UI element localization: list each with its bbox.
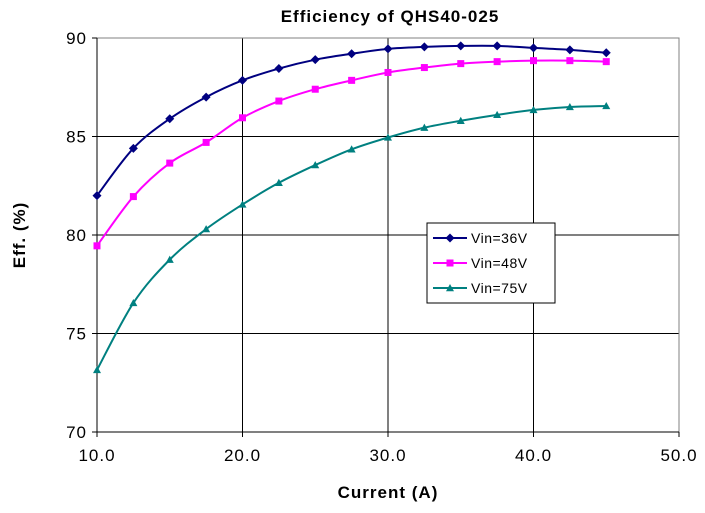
y-tick-label: 70 [66, 423, 87, 442]
data-point [529, 43, 538, 53]
data-point [275, 97, 283, 105]
data-point [93, 242, 101, 250]
data-point [456, 41, 466, 51]
data-point [274, 64, 284, 74]
data-point [202, 138, 210, 146]
x-tick-label: 40.0 [515, 446, 552, 465]
data-point [202, 225, 211, 233]
data-point [239, 114, 246, 122]
y-tick-label: 90 [66, 29, 87, 48]
legend-item-vin-36v: Vin=36V [433, 230, 528, 246]
legend-item-vin-48v: Vin=48V [433, 255, 528, 271]
x-tick-label: 30.0 [369, 446, 406, 465]
legend-item-vin-75v: Vin=75V [433, 280, 528, 296]
legend: Vin=36V Vin=48V Vin=75V [426, 222, 556, 304]
series-vin-75v [93, 101, 611, 374]
axes: 70 75 80 85 90 10.0 20.0 30.0 40.0 50.0 [66, 29, 697, 465]
legend-label: Vin=36V [471, 230, 528, 246]
series-vin-48v [93, 57, 610, 250]
data-point [383, 44, 393, 54]
data-point [128, 143, 138, 153]
data-point [420, 123, 429, 131]
x-tick-label: 10.0 [78, 446, 115, 465]
data-point [493, 58, 501, 66]
data-point [602, 58, 610, 66]
data-point [565, 45, 575, 55]
data-point [238, 75, 247, 85]
data-point [347, 145, 356, 153]
data-point [93, 365, 101, 374]
data-point [530, 57, 537, 65]
data-point [566, 57, 574, 65]
data-point [457, 60, 465, 68]
data-point [310, 55, 320, 65]
data-point [565, 102, 574, 111]
data-point [166, 159, 174, 167]
x-axis-label: Current (A) [338, 483, 439, 502]
y-tick-label: 75 [66, 325, 87, 344]
series-vin-36v [92, 41, 611, 201]
data-point [347, 49, 357, 59]
data-point [420, 64, 428, 72]
data-point [129, 298, 138, 307]
data-point [384, 68, 392, 76]
data-point [492, 41, 502, 51]
x-tick-label: 20.0 [224, 446, 261, 465]
series-group [92, 41, 611, 374]
data-point [602, 101, 611, 110]
data-point [384, 133, 392, 141]
x-tick-label: 50.0 [660, 446, 697, 465]
data-point [201, 92, 211, 102]
data-point [92, 191, 102, 201]
legend-marker [445, 233, 455, 243]
data-point [129, 193, 137, 201]
legend-label: Vin=75V [471, 280, 528, 296]
legend-marker [446, 259, 454, 267]
y-tick-label: 80 [66, 226, 87, 245]
data-point [493, 110, 502, 119]
y-tick-label: 85 [66, 128, 87, 147]
chart-title: Efficiency of QHS40-025 [281, 7, 500, 26]
data-point [348, 76, 356, 84]
data-point [274, 178, 283, 186]
data-point [311, 85, 319, 93]
data-point [165, 114, 175, 124]
data-point [419, 42, 429, 52]
legend-marker [446, 284, 454, 292]
data-point [311, 161, 320, 169]
y-axis-label: Eff. (%) [10, 202, 29, 269]
legend-label: Vin=48V [471, 255, 528, 271]
data-point [529, 105, 538, 114]
data-point [456, 116, 465, 124]
data-point [601, 48, 611, 58]
data-point [238, 200, 247, 208]
data-point [165, 255, 174, 263]
